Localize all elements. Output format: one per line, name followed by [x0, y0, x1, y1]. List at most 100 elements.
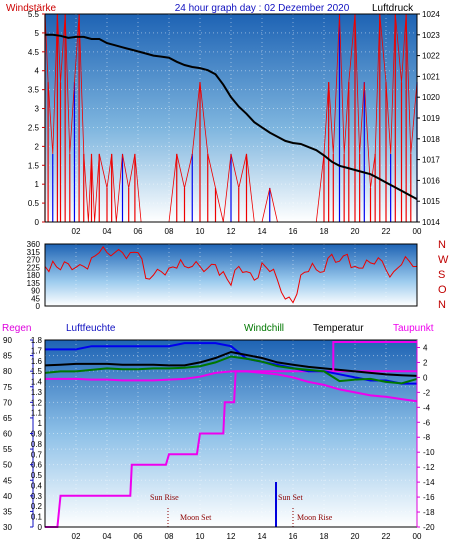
temp-tick-label: 2 — [423, 358, 428, 367]
windchill-label: Windchill — [244, 323, 284, 334]
compass-letter: N — [438, 299, 446, 311]
time-tick-label: 12 — [227, 227, 236, 236]
time-tick-label: 06 — [134, 227, 143, 236]
direction-tick-label: 45 — [31, 294, 40, 303]
pressure-tick-label: 1015 — [422, 197, 440, 206]
temp-tick-label: 4 — [423, 343, 428, 352]
time-tick-label: 08 — [165, 227, 174, 236]
time-axis-ticks-bottom: 02 04 06 08 10 12 14 16 18 20 22 00 — [72, 532, 422, 541]
time-tick-label: 08 — [165, 532, 174, 541]
series-temperatur — [44, 350, 418, 377]
direction-tick-label: 315 — [27, 248, 41, 257]
regen-tick-label: 0.1 — [31, 513, 43, 522]
compass-letter: W — [438, 254, 449, 266]
temp-tick-label: -8 — [423, 433, 431, 442]
time-tick-label: 00 — [413, 227, 422, 236]
pressure-tick-label: 1018 — [422, 135, 440, 144]
wind-tick-label: 2 — [35, 142, 40, 151]
chart-title: 24 hour graph day : 02 Dezember 2020 — [175, 3, 350, 14]
pressure-axis-ticks: 1014 1015 1016 1017 1018 1019 1020 1021 1022 1023… — [417, 10, 440, 227]
time-tick-label: 02 — [72, 227, 81, 236]
humidity-tick-label: 50 — [3, 461, 12, 470]
pressure-series-line — [45, 33, 418, 200]
wind-tick-label: 0.5 — [28, 199, 40, 208]
humidity-tick-label: 80 — [3, 367, 12, 376]
regen-tick-label: 0.2 — [31, 502, 43, 511]
wind-tick-label: 2.5 — [28, 123, 40, 132]
time-tick-label: 20 — [351, 227, 360, 236]
humidity-axis-ticks: 30 35 40 45 50 55 60 65 70 75 80 85 90 — [3, 336, 33, 532]
luftfeuchte-label: Luftfeuchte — [66, 323, 116, 334]
wind-tick-label: 4.5 — [28, 48, 40, 57]
regen-tick-label: 1.4 — [31, 378, 43, 387]
temp-tick-label: -12 — [423, 463, 435, 472]
sun-set-label: Sun Set — [278, 493, 303, 502]
regen-tick-label: 0.8 — [31, 440, 43, 449]
direction-tick-label: 135 — [27, 279, 41, 288]
compass-letter: N — [438, 239, 446, 251]
time-axis-ticks-top: 02 04 06 08 10 12 14 16 18 20 22 00 — [72, 227, 422, 236]
humidity-tick-label: 55 — [3, 445, 12, 454]
series-regen — [45, 370, 417, 528]
compass-letter: O — [438, 284, 447, 296]
time-tick-label: 04 — [103, 532, 112, 541]
regen-tick-label: 0 — [38, 523, 43, 532]
regen-tick-label: 1.7 — [31, 346, 43, 355]
rain-rate-line — [332, 341, 417, 372]
pressure-tick-label: 1017 — [422, 156, 440, 165]
temperatur-label: Temperatur — [313, 323, 364, 334]
direction-tick-label: 225 — [27, 263, 41, 272]
luftdruck-label: Luftdruck — [372, 3, 414, 14]
regen-tick-label: 0.6 — [31, 461, 43, 470]
regen-tick-label: 1.1 — [31, 409, 43, 418]
windstaerke-label: Windstärke — [6, 3, 56, 14]
temp-tick-label: -2 — [423, 388, 431, 397]
temp-tick-label: -18 — [423, 508, 435, 517]
time-tick-label: 10 — [196, 227, 205, 236]
moon-set-label-1: Moon Set — [180, 513, 212, 522]
humidity-tick-label: 90 — [3, 336, 12, 345]
regen-tick-label: 0.5 — [31, 471, 43, 480]
regen-tick-label: 0.7 — [31, 450, 43, 459]
humidity-tick-label: 35 — [3, 507, 12, 516]
pressure-tick-label: 1022 — [422, 52, 440, 61]
time-tick-label: 06 — [134, 532, 143, 541]
wind-axis-ticks: 0 0.5 1 1.5 2 2.5 3 3.5 4 4.5 5 5.5 — [28, 10, 45, 227]
taupunkt-label: Taupunkt — [393, 323, 434, 334]
temp-tick-label: 0 — [423, 373, 428, 382]
time-tick-label: 12 — [227, 532, 236, 541]
temp-tick-label: -10 — [423, 448, 435, 457]
direction-tick-label: 360 — [27, 240, 41, 249]
time-tick-label: 00 — [413, 532, 422, 541]
moon-rise-label: Moon Rise — [297, 513, 333, 522]
temp-tick-label: -14 — [423, 478, 435, 487]
pressure-tick-label: 1016 — [422, 176, 440, 185]
direction-tick-label: 270 — [27, 256, 41, 265]
pressure-tick-label: 1014 — [422, 218, 440, 227]
wind-tick-label: 5.5 — [28, 10, 40, 19]
temp-tick-label: -16 — [423, 493, 435, 502]
wind-direction-series-line — [44, 245, 418, 304]
series-windchill — [44, 355, 418, 385]
direction-plot-bg — [45, 244, 417, 306]
direction-tick-label: 0 — [36, 302, 41, 311]
regen-tick-label: 1 — [38, 419, 43, 428]
humidity-tick-label: 60 — [3, 430, 12, 439]
direction-plot-frame — [44, 243, 418, 307]
wind-tick-label: 1.5 — [28, 161, 40, 170]
humidity-tick-label: 85 — [3, 352, 12, 361]
regen-tick-label: 0.4 — [31, 481, 43, 490]
regen-label: Regen — [2, 323, 31, 334]
pressure-tick-label: 1019 — [422, 114, 440, 123]
time-tick-label: 04 — [103, 227, 112, 236]
regen-tick-label: 1.6 — [31, 357, 43, 366]
sun-rise-label: Sun Rise — [150, 493, 179, 502]
direction-tick-label: 180 — [27, 271, 41, 280]
wind-tick-label: 3 — [35, 105, 40, 114]
series-luftfeuchte — [45, 342, 417, 385]
pressure-tick-label: 1021 — [422, 72, 440, 81]
